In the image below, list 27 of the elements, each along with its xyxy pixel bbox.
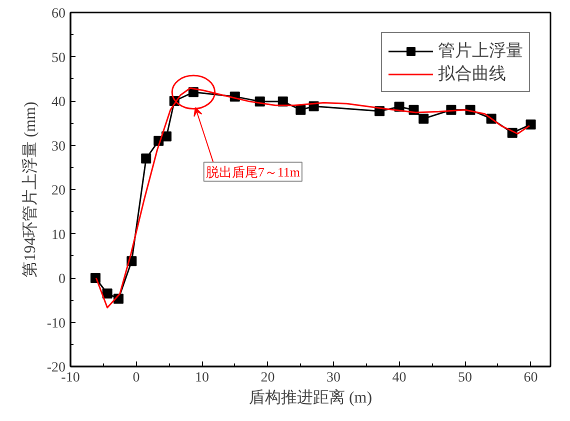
legend-label: 拟合曲线 [438,63,506,85]
point [162,131,172,142]
y-tick-label: 50 [52,50,66,66]
legend-label: 管片上浮量 [438,40,523,62]
x-tick-label: 30 [326,370,341,386]
point [90,273,100,283]
point [102,288,112,298]
x-tick-label: 20 [260,370,275,386]
x-tick-label: 60 [524,370,538,386]
y-tick-label: -10 [46,316,66,332]
y-tick-label: 20 [52,184,66,198]
annotation: 脱出盾尾7～11m [206,164,300,180]
y-tick-label: 60 [52,6,66,22]
point [418,114,429,124]
x-tick-label: 50 [458,370,472,386]
x-tick-label: 10 [195,370,210,386]
y-tick-label: 40 [52,95,66,110]
x-axis-title: 盾构推进距离 (m) [248,388,372,406]
point [141,154,152,164]
y-tick-label: 10 [52,228,66,243]
y-tick-label: 30 [52,139,66,154]
point [526,119,536,130]
y-axis-title: 第194环管片上浮量 (mm) [20,102,39,278]
point [296,104,306,115]
y-tick-label: 0 [58,272,66,287]
x-tick-label: 40 [392,370,406,386]
x-tick-label: 0 [132,370,140,386]
